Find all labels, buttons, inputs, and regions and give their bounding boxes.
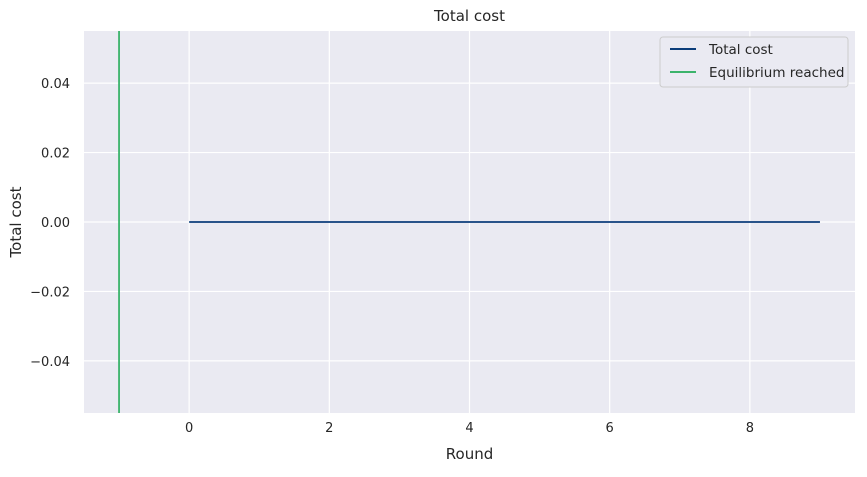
legend-label-total-cost: Total cost — [708, 42, 773, 58]
legend-label-equilibrium: Equilibrium reached — [709, 65, 844, 81]
x-tick-labels: 0 2 4 6 8 — [185, 421, 754, 436]
legend-box — [659, 36, 849, 88]
legend: Total cost Equilibrium reached — [659, 36, 849, 88]
chart-title: Total cost — [433, 7, 505, 25]
y-tick-label: −0.04 — [30, 355, 70, 370]
y-tick-labels: 0.04 0.02 0.00 −0.02 −0.04 — [30, 77, 70, 370]
x-tick-label: 8 — [746, 421, 754, 436]
x-tick-label: 2 — [325, 421, 333, 436]
x-tick-label: 6 — [606, 421, 614, 436]
x-tick-label: 4 — [465, 421, 473, 436]
y-axis-label: Total cost — [7, 186, 25, 258]
y-tick-label: 0.02 — [41, 147, 70, 162]
y-tick-label: 0.04 — [41, 77, 70, 92]
y-tick-label: −0.02 — [30, 285, 70, 300]
x-tick-label: 0 — [185, 421, 193, 436]
y-tick-label: 0.00 — [41, 216, 70, 231]
series-layer — [118, 31, 820, 413]
x-axis-label: Round — [446, 445, 493, 463]
